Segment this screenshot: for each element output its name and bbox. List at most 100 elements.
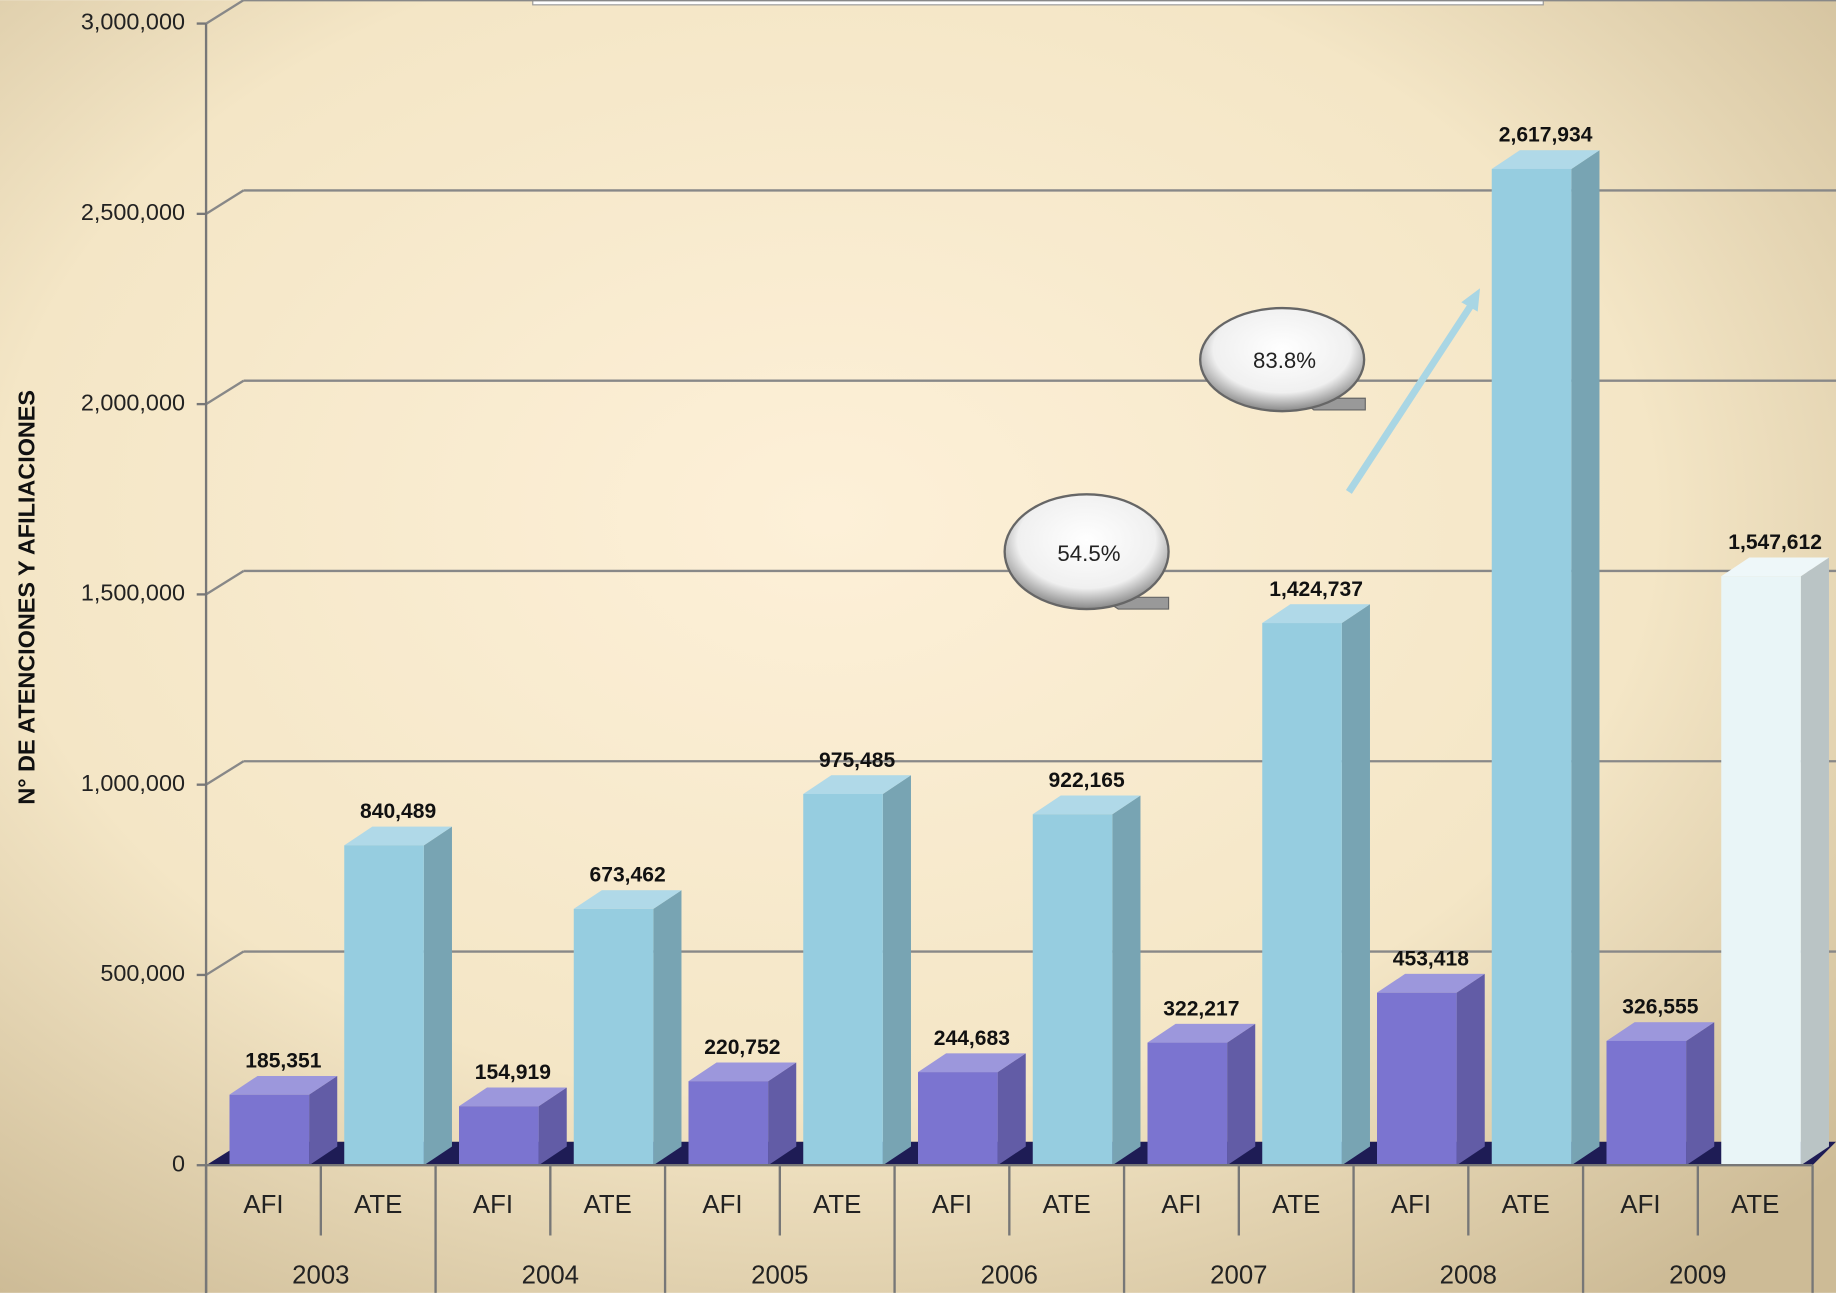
bar — [344, 845, 424, 1166]
bar-side — [1571, 150, 1600, 1166]
y-tick-label: 0 — [172, 1150, 185, 1176]
bar-top-shade — [229, 1075, 338, 1095]
bar-top — [1262, 604, 1370, 624]
bar-top-shade — [688, 1062, 797, 1082]
value-label: 326,555 — [1622, 996, 1698, 1019]
group-label: 2009 — [1669, 1261, 1726, 1289]
bar-top — [344, 826, 452, 846]
x-tick-label: AFI — [932, 1191, 972, 1219]
bar-side — [1227, 1023, 1256, 1166]
group-label: 2003 — [292, 1261, 349, 1289]
bar — [1721, 576, 1801, 1166]
value-label: 1,547,612 — [1728, 531, 1822, 554]
x-tick-label: AFI — [702, 1191, 742, 1219]
bar-side — [1686, 1022, 1715, 1166]
bar — [803, 793, 883, 1166]
bar-top-shade — [344, 826, 452, 846]
y-tick-label: 3,000,000 — [81, 9, 185, 35]
bar-top — [1491, 150, 1600, 169]
bar-side — [882, 775, 911, 1166]
bar-top-shade — [918, 1053, 1026, 1073]
value-label: 975,485 — [819, 749, 895, 772]
y-tick-label: 1,500,000 — [81, 580, 185, 606]
bar-side-shade — [1571, 150, 1600, 1166]
value-label: 244,683 — [934, 1027, 1010, 1050]
group-label: 2004 — [522, 1261, 579, 1289]
x-tick-label: AFI — [1620, 1191, 1660, 1219]
bar-side — [1341, 604, 1370, 1166]
bar — [1377, 992, 1457, 1166]
y-tick-label: 500,000 — [100, 960, 185, 986]
bar — [1262, 623, 1342, 1166]
x-tick-label: AFI — [1161, 1191, 1201, 1219]
bar-side — [538, 1087, 567, 1166]
value-label: 453,418 — [1393, 947, 1469, 970]
annotation-bubble: 54.5% — [1003, 493, 1170, 611]
bars: 185,351 840,489 154,919 673,462 220,752 975,4… — [229, 124, 1829, 1166]
bar-side-shade — [423, 826, 452, 1166]
bar-top — [803, 775, 911, 794]
bar-side — [768, 1062, 797, 1166]
bar-top — [573, 890, 682, 909]
value-label: 185,351 — [245, 1049, 321, 1072]
group-label: 2007 — [1210, 1261, 1267, 1289]
bar — [918, 1072, 998, 1166]
annotation-bubble: 83.8% — [1199, 306, 1366, 413]
bar-side-shade — [768, 1062, 797, 1166]
bar-top-shade — [1606, 1022, 1715, 1041]
x-tick-label: AFI — [473, 1191, 513, 1219]
bar-side — [1800, 557, 1829, 1166]
grid-line — [205, 950, 245, 976]
bar-side — [997, 1053, 1026, 1166]
bar-top — [229, 1075, 338, 1095]
bar-top-shade — [1377, 973, 1485, 993]
group-label: 2006 — [981, 1261, 1038, 1289]
bar-side-shade — [1112, 795, 1141, 1166]
bar-top-shade — [1262, 604, 1370, 624]
bar-side-shade — [1227, 1023, 1256, 1166]
bar-top-shade — [1491, 150, 1600, 169]
bar-top — [1377, 973, 1485, 993]
bar-top — [1032, 795, 1141, 815]
value-label: 2,617,934 — [1499, 124, 1593, 147]
value-label: 840,489 — [360, 800, 436, 823]
bar-top-shade — [459, 1087, 567, 1107]
group-label: 2005 — [751, 1261, 808, 1289]
bar — [1147, 1042, 1228, 1166]
bar — [1606, 1040, 1687, 1166]
group-label: 2008 — [1440, 1261, 1497, 1289]
bar-side-shade — [1800, 557, 1829, 1166]
bar-side-shade — [538, 1087, 567, 1166]
bar — [688, 1081, 769, 1166]
grid-line — [205, 379, 245, 406]
x-tick-label: ATE — [584, 1191, 632, 1219]
bar-side — [1112, 795, 1141, 1166]
bar-top-shade — [573, 890, 682, 909]
bar-top — [1147, 1023, 1256, 1043]
bar-top-shade — [1147, 1023, 1256, 1043]
growth-arrow — [1345, 288, 1481, 494]
bar-top-shade — [803, 775, 911, 794]
y-tick-label: 2,500,000 — [81, 199, 185, 225]
bar-top — [459, 1087, 567, 1107]
grid-line — [205, 569, 245, 596]
value-label: 922,165 — [1049, 769, 1125, 792]
bar-side-shade — [653, 890, 682, 1166]
bar-side — [423, 826, 452, 1166]
bar-side-shade — [882, 775, 911, 1166]
value-label: 220,752 — [704, 1036, 780, 1059]
x-tick-label: AFI — [243, 1191, 283, 1219]
bar-top — [1721, 557, 1829, 577]
x-tick-label: ATE — [1272, 1191, 1320, 1219]
grid-line — [205, 0, 245, 25]
bar — [459, 1106, 539, 1166]
bar-top — [688, 1062, 797, 1082]
bar — [573, 908, 654, 1166]
grid-line — [205, 760, 245, 786]
x-tick-label: ATE — [1731, 1191, 1779, 1219]
y-tick-label: 2,000,000 — [81, 389, 185, 415]
bar-side-shade — [1341, 604, 1370, 1166]
bar-side — [309, 1075, 338, 1166]
annotation: 54.5% — [1057, 541, 1120, 566]
